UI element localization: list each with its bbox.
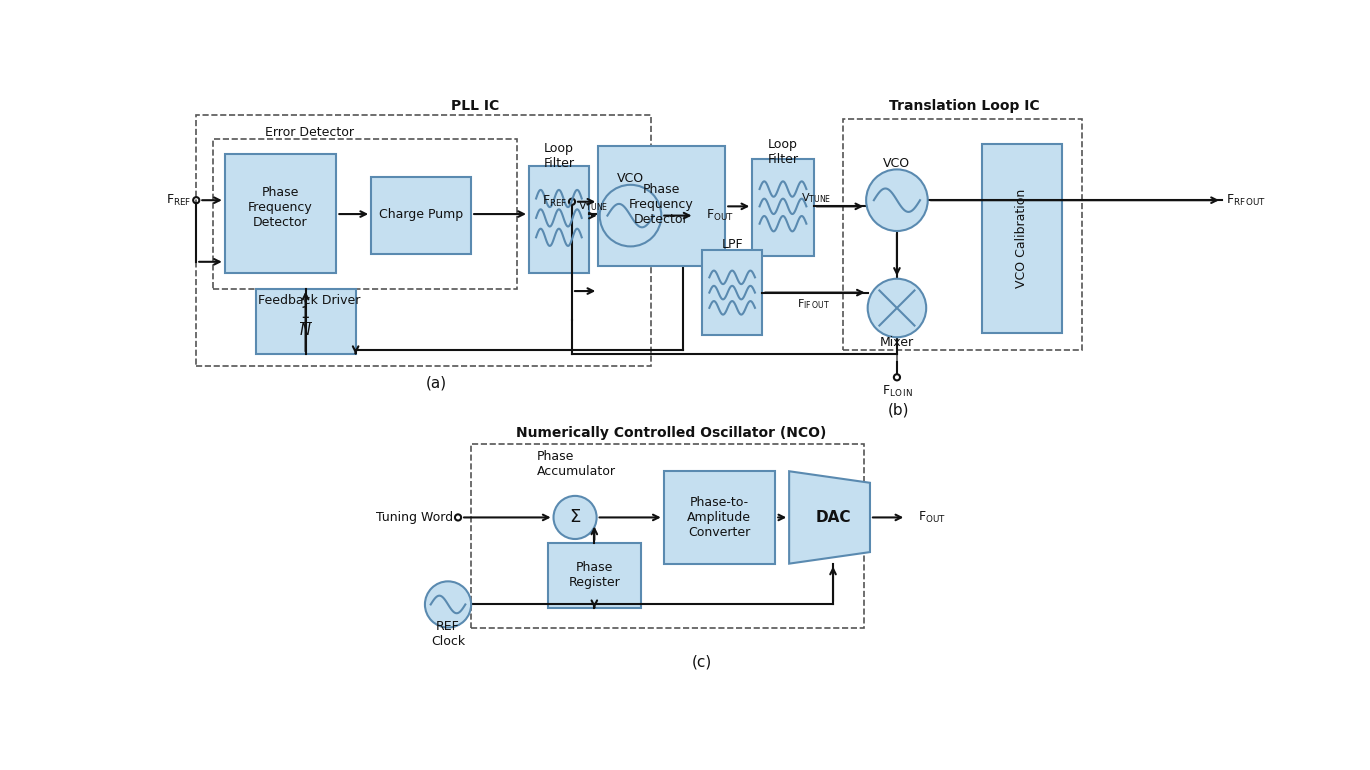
Text: (c): (c) [692,654,712,670]
Text: $\Sigma$: $\Sigma$ [569,508,581,527]
Text: $\mathsf{V_{TUNE}}$: $\mathsf{V_{TUNE}}$ [578,199,608,213]
Circle shape [867,279,926,337]
Text: $\mathsf{F_{OUT}}$: $\mathsf{F_{OUT}}$ [918,510,945,525]
Text: Tuning Word: Tuning Word [377,511,453,524]
Polygon shape [789,471,870,564]
Circle shape [600,185,662,246]
Text: (a): (a) [426,376,447,391]
FancyBboxPatch shape [982,144,1063,333]
Text: LPF: LPF [722,239,743,251]
FancyBboxPatch shape [752,159,814,256]
Text: Phase
Accumulator: Phase Accumulator [537,450,615,477]
Text: VCO: VCO [616,172,644,185]
FancyBboxPatch shape [371,177,471,254]
Text: $\mathsf{F_{OUT}}$: $\mathsf{F_{OUT}}$ [706,208,734,223]
Text: Mixer: Mixer [880,336,914,349]
Text: Phase
Register: Phase Register [569,561,621,589]
FancyBboxPatch shape [256,289,356,354]
Text: Translation Loop IC: Translation Loop IC [889,99,1040,113]
Circle shape [866,169,927,231]
FancyBboxPatch shape [663,471,775,564]
Text: Phase
Frequency
Detector: Phase Frequency Detector [629,182,693,226]
FancyBboxPatch shape [529,166,589,273]
Text: $\mathsf{F_{REF}}$: $\mathsf{F_{REF}}$ [543,194,567,209]
Text: Loop
Filter: Loop Filter [544,142,574,169]
Circle shape [553,496,596,539]
FancyBboxPatch shape [225,154,337,273]
Text: $\frac{1}{N}$: $\frac{1}{N}$ [299,305,312,339]
Text: Charge Pump: Charge Pump [379,208,463,220]
Text: Numerically Controlled Oscillator (NCO): Numerically Controlled Oscillator (NCO) [516,426,826,440]
Text: PLL IC: PLL IC [451,99,499,113]
Text: DAC: DAC [815,510,851,525]
Text: Error Detector: Error Detector [264,126,353,139]
Text: $\mathsf{V_{TUNE}}$: $\mathsf{V_{TUNE}}$ [801,191,832,205]
Text: REF
Clock: REF Clock [432,621,464,648]
Text: (b): (b) [888,402,910,417]
Text: $\mathsf{F_{RF\,OUT}}$: $\mathsf{F_{RF\,OUT}}$ [1226,192,1266,208]
Text: $\mathsf{F_{LO\,IN}}$: $\mathsf{F_{LO\,IN}}$ [881,383,912,399]
Text: VCO: VCO [884,157,911,169]
Text: $\mathsf{F_{REF}}$: $\mathsf{F_{REF}}$ [166,192,192,208]
Text: VCO Calibration: VCO Calibration [1015,189,1028,288]
Text: Feedback Driver: Feedback Driver [258,294,360,306]
FancyBboxPatch shape [548,543,641,608]
FancyBboxPatch shape [701,250,762,335]
Text: Phase
Frequency
Detector: Phase Frequency Detector [248,186,312,229]
Text: Loop
Filter: Loop Filter [767,138,799,166]
FancyBboxPatch shape [599,146,725,266]
Circle shape [425,581,471,628]
Text: Phase-to-
Amplitude
Converter: Phase-to- Amplitude Converter [688,496,751,539]
Text: $\mathsf{F_{IF\,OUT}}$: $\mathsf{F_{IF\,OUT}}$ [797,297,830,311]
